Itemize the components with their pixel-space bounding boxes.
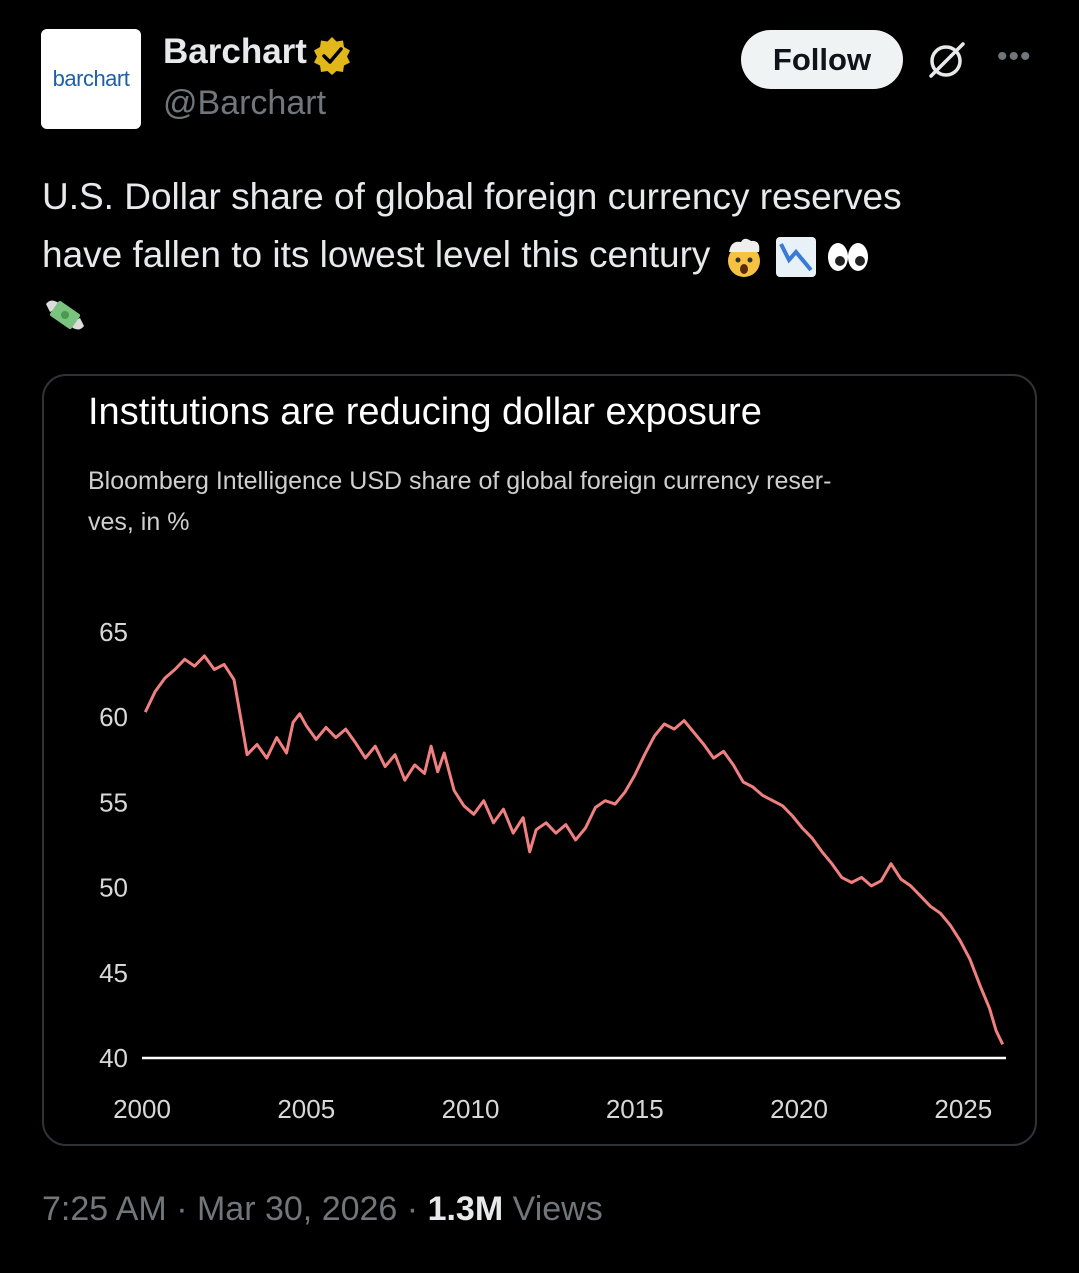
x-tick-label: 2005 xyxy=(277,1094,335,1124)
y-tick-label: 40 xyxy=(99,1043,128,1073)
x-tick-label: 2015 xyxy=(606,1094,664,1124)
chart-title: Institutions are reducing dollar exposur… xyxy=(88,391,762,433)
x-tick-label: 2020 xyxy=(770,1094,828,1124)
exploding-head-icon xyxy=(727,238,760,278)
more-options-icon[interactable]: ••• xyxy=(997,40,1032,73)
views-label: Views xyxy=(512,1190,603,1228)
follow-button[interactable]: Follow xyxy=(741,30,903,89)
y-axis: 65 60 55 50 45 40 xyxy=(99,617,128,1073)
verified-badge-icon xyxy=(314,37,350,75)
line-chart: Institutions are reducing dollar exposur… xyxy=(88,391,1006,1124)
tweet-time[interactable]: 7:25 AM xyxy=(42,1190,167,1228)
money-with-wings-icon xyxy=(46,300,84,330)
avatar-logo-text: barchart xyxy=(52,66,130,91)
account-name[interactable]: Barchart xyxy=(163,32,307,71)
tweet-meta: 7:25 AM · Mar 30, 2026 · 1.3M Views xyxy=(42,1190,603,1229)
x-tick-label: 2010 xyxy=(442,1094,500,1124)
grok-icon[interactable] xyxy=(925,38,969,82)
x-axis: 2000 2005 2010 2015 2020 2025 xyxy=(113,1094,992,1124)
avatar[interactable]: barchart xyxy=(41,29,141,129)
y-tick-label: 45 xyxy=(99,958,128,988)
y-tick-label: 60 xyxy=(99,702,128,732)
tweet-text-line-3 xyxy=(42,284,1032,342)
meta-separator: · xyxy=(406,1190,419,1228)
x-tick-label: 2000 xyxy=(113,1094,171,1124)
series-line xyxy=(143,654,1005,1046)
chart-subtitle-line-2: ves, in % xyxy=(88,508,189,536)
views-count: 1.3M xyxy=(427,1190,504,1228)
y-tick-label: 65 xyxy=(99,617,128,647)
chart-card[interactable]: Institutions are reducing dollar exposur… xyxy=(42,374,1037,1146)
tweet-text: U.S. Dollar share of global foreign curr… xyxy=(42,168,1032,342)
tweet-date[interactable]: Mar 30, 2026 xyxy=(196,1190,398,1228)
tweet-text-line-2-text: have fallen to its lowest level this cen… xyxy=(42,234,711,275)
tweet-text-line-2: have fallen to its lowest level this cen… xyxy=(42,226,1032,284)
chart-subtitle-line-1: Bloomberg Intelligence USD share of glob… xyxy=(88,467,831,495)
y-tick-label: 50 xyxy=(99,873,128,903)
y-tick-label: 55 xyxy=(99,787,128,817)
meta-separator: · xyxy=(176,1190,188,1228)
x-tick-label: 2025 xyxy=(934,1094,992,1124)
eyes-icon xyxy=(827,243,868,272)
chart-decreasing-icon xyxy=(775,237,816,278)
account-handle[interactable]: @Barchart xyxy=(163,84,327,122)
tweet-text-line-1: U.S. Dollar share of global foreign curr… xyxy=(42,176,902,217)
